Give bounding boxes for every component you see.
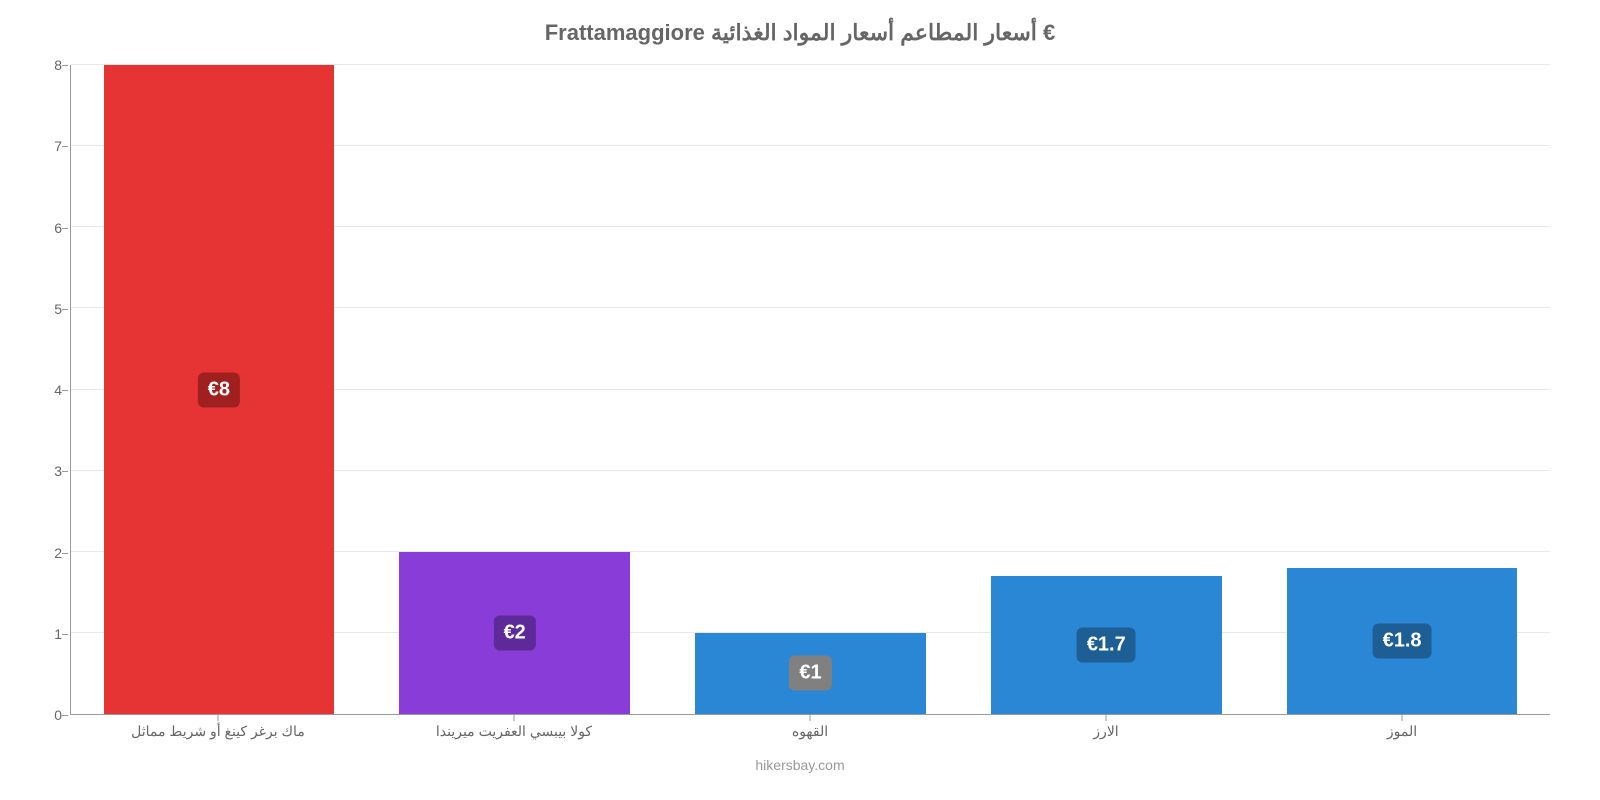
bars-area: €8 €2 €1 €1.7 €1.8 bbox=[71, 65, 1550, 714]
y-tick-label: 5 bbox=[54, 301, 62, 317]
x-tick bbox=[514, 715, 515, 721]
bar: €1.7 bbox=[991, 576, 1222, 714]
bar-value-label: €1.7 bbox=[1077, 628, 1136, 663]
y-tick-label: 1 bbox=[54, 626, 62, 642]
x-axis-labels: ماك برغر كينغ أو شريط مماثلكولا بيبسي ال… bbox=[70, 715, 1550, 755]
bar-value-label: €8 bbox=[198, 372, 240, 407]
x-category-label: الارز bbox=[958, 715, 1254, 755]
bar: €1 bbox=[695, 633, 926, 714]
y-axis: 012345678 bbox=[30, 65, 70, 715]
bar-slot: €8 bbox=[71, 65, 367, 714]
x-category-label: الموز bbox=[1254, 715, 1550, 755]
chart-container: Frattamaggiore أسعار المطاعم أسعار الموا… bbox=[0, 0, 1600, 800]
y-tick-label: 6 bbox=[54, 220, 62, 236]
x-tick bbox=[1402, 715, 1403, 721]
bar-slot: €1 bbox=[663, 65, 959, 714]
x-tick bbox=[1106, 715, 1107, 721]
bar-value-label: €2 bbox=[494, 615, 536, 650]
x-tick bbox=[810, 715, 811, 721]
x-tick bbox=[218, 715, 219, 721]
bar: €8 bbox=[104, 65, 335, 714]
y-tick-label: 2 bbox=[54, 545, 62, 561]
plot-area: €8 €2 €1 €1.7 €1.8 bbox=[70, 65, 1550, 715]
bar-slot: €1.8 bbox=[1254, 65, 1550, 714]
y-tick-label: 0 bbox=[54, 707, 62, 723]
x-category-label: ماك برغر كينغ أو شريط مماثل bbox=[70, 715, 366, 755]
y-tick-label: 3 bbox=[54, 463, 62, 479]
y-tick-label: 7 bbox=[54, 138, 62, 154]
plot-wrapper: 012345678 €8€2€1€1.7€1.8 bbox=[70, 65, 1550, 715]
x-category-label: القهوه bbox=[662, 715, 958, 755]
bar-slot: €1.7 bbox=[958, 65, 1254, 714]
bar-value-label: €1 bbox=[789, 656, 831, 691]
chart-attribution: hikersbay.com bbox=[20, 757, 1580, 773]
chart-title: Frattamaggiore أسعار المطاعم أسعار الموا… bbox=[20, 20, 1580, 50]
y-tick-label: 8 bbox=[54, 57, 62, 73]
bar-slot: €2 bbox=[367, 65, 663, 714]
y-tick-label: 4 bbox=[54, 382, 62, 398]
x-category-label: كولا بيبسي العفريت ميريندا bbox=[366, 715, 662, 755]
bar: €2 bbox=[399, 552, 630, 714]
bar: €1.8 bbox=[1287, 568, 1518, 714]
bar-value-label: €1.8 bbox=[1373, 623, 1432, 658]
